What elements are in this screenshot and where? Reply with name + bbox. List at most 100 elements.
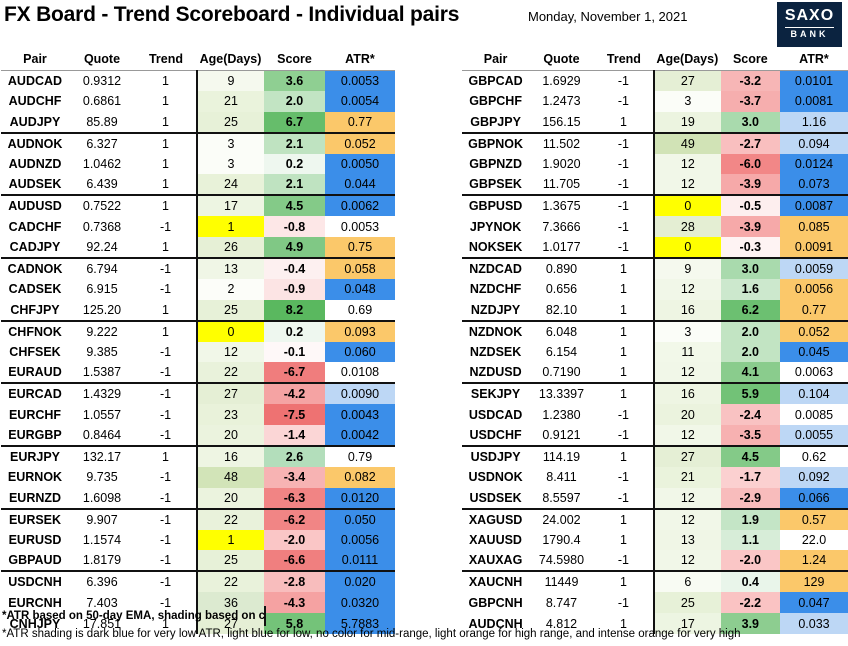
trend-cell: 1 xyxy=(593,382,655,405)
table-row: GBPNZD 1.9020 -1 12 -6.0 0.0124 xyxy=(462,153,848,175)
age-cell: 11 xyxy=(653,341,721,363)
trend-cell: -1 xyxy=(617,428,629,443)
trend-cell: -1 xyxy=(159,219,172,234)
age-cell: 3 xyxy=(653,319,721,342)
table-row: NZDNOK 6.048 1 3 2.0 0.052 xyxy=(462,319,848,342)
atr-cell: 0.047 xyxy=(779,592,848,614)
trend-cell: 1 xyxy=(593,570,655,593)
score-cell: -2.7 xyxy=(720,131,780,154)
trend-cell: -1 xyxy=(159,490,172,505)
header-quote: Quote xyxy=(69,48,135,71)
pair-cell: GBPCAD xyxy=(468,73,523,88)
quote-cell: 1.1574 xyxy=(82,533,122,548)
age-cell: 48 xyxy=(196,466,264,488)
score-cell: -0.1 xyxy=(264,341,325,363)
quote-cell: 74.5980 xyxy=(538,553,585,568)
table-row: USDNOK 8.411 -1 21 -1.7 0.092 xyxy=(462,466,848,488)
atr-cell: 0.052 xyxy=(325,131,395,154)
pair-cell: EURAUD xyxy=(8,365,62,380)
pair-cell: GBPNZD xyxy=(469,157,522,171)
table-row: EURNZD 1.6098 -1 20 -6.3 0.0120 xyxy=(1,487,395,509)
quote-cell: 0.7368 xyxy=(82,219,122,234)
age-cell: 12 xyxy=(653,487,721,509)
quote-cell: 1.0557 xyxy=(82,407,122,422)
table-row: EURCAD 1.4329 -1 27 -4.2 0.0090 xyxy=(1,382,395,405)
age-cell: 13 xyxy=(196,257,264,279)
quote-cell: 0.7522 xyxy=(69,194,135,217)
atr-cell: 1.16 xyxy=(779,111,848,133)
table-row: GBPSEK 11.705 -1 12 -3.9 0.073 xyxy=(462,174,848,196)
quote-cell: 8.5597 xyxy=(542,490,581,505)
quote-cell: 0.6861 xyxy=(82,94,122,109)
atr-cell: 0.0120 xyxy=(325,487,395,509)
table-row: CHFSEK 9.385 -1 12 -0.1 0.060 xyxy=(1,341,395,363)
atr-cell: 0.0056 xyxy=(779,278,848,300)
atr-cell: 0.0087 xyxy=(779,194,848,217)
atr-cell: 0.0081 xyxy=(779,90,848,112)
quote-cell: 125.20 xyxy=(82,302,122,317)
age-cell: 49 xyxy=(653,131,721,154)
age-cell: 6 xyxy=(653,570,721,593)
pair-cell: NOKSEK xyxy=(468,240,523,255)
pair-cell: USDJPY xyxy=(462,445,530,467)
age-cell: 0 xyxy=(653,237,721,259)
atr-cell: 0.050 xyxy=(325,507,395,530)
trend-cell: -1 xyxy=(159,470,172,485)
age-cell: 20 xyxy=(196,425,264,447)
footnote-divider xyxy=(264,606,266,626)
trend-cell: -1 xyxy=(593,194,655,217)
score-cell: 4.9 xyxy=(264,237,325,259)
trend-cell: 1 xyxy=(162,240,169,255)
age-cell: 3 xyxy=(196,153,264,175)
table-row: AUDCNH 4.812 1 17 3.9 0.033 xyxy=(462,613,848,635)
quote-cell: 1.0462 xyxy=(82,157,122,171)
table-row: XAUUSD 1790.4 1 13 1.1 22.0 xyxy=(462,529,848,551)
score-cell: -4.2 xyxy=(264,382,325,405)
atr-cell: 0.045 xyxy=(779,341,848,363)
score-cell: 1.1 xyxy=(720,529,780,551)
trend-cell: 1 xyxy=(162,177,169,192)
table-row: XAGUSD 24.002 1 12 1.9 0.57 xyxy=(462,507,848,530)
footnote-atr-shading: *ATR shading is dark blue for very low A… xyxy=(2,628,741,640)
atr-cell: 0.0320 xyxy=(325,592,395,614)
atr-cell: 0.058 xyxy=(325,257,395,279)
score-cell: 6.7 xyxy=(264,111,325,133)
header-pair: Pair xyxy=(1,48,69,71)
trend-cell: 1 xyxy=(619,345,627,360)
score-cell: 2.0 xyxy=(720,341,780,363)
age-cell: 13 xyxy=(653,529,721,551)
pair-cell: SEKJPY xyxy=(462,382,530,405)
age-cell: 27 xyxy=(196,382,264,405)
trend-cell: -1 xyxy=(617,157,629,171)
trend-cell: -1 xyxy=(159,533,172,548)
atr-cell: 0.0108 xyxy=(325,362,395,384)
score-cell: 3.9 xyxy=(720,613,780,635)
header-score: Score xyxy=(720,48,780,71)
pair-cell: EURCHF xyxy=(8,407,62,422)
table-row: EURSEK 9.907 -1 22 -6.2 0.050 xyxy=(1,507,395,530)
score-cell: 5.9 xyxy=(720,382,780,405)
quote-cell: 82.10 xyxy=(545,302,578,317)
table-row: EURCNH 7.403 -1 36 -4.3 0.0320 xyxy=(1,592,395,614)
score-cell: 4.5 xyxy=(264,194,325,217)
quote-cell: 1.9020 xyxy=(542,157,581,171)
trend-cell: 1 xyxy=(162,114,169,129)
atr-cell: 0.044 xyxy=(325,174,395,196)
report-date: Monday, November 1, 2021 xyxy=(528,9,688,24)
pair-cell: XAUCNH xyxy=(462,570,530,593)
atr-cell: 0.0050 xyxy=(325,153,395,175)
quote-cell: 0.890 xyxy=(529,257,594,279)
table-row: AUDSEK 6.439 1 24 2.1 0.044 xyxy=(1,174,395,196)
atr-cell: 0.094 xyxy=(779,131,848,154)
age-cell: 1 xyxy=(196,216,264,238)
atr-cell: 0.69 xyxy=(325,299,395,321)
age-cell: 22 xyxy=(196,507,264,530)
quote-cell: 1790.4 xyxy=(542,533,581,548)
age-cell: 25 xyxy=(196,111,264,133)
atr-cell: 0.092 xyxy=(779,466,848,488)
score-cell: -7.5 xyxy=(264,404,325,426)
quote-cell: 6.154 xyxy=(545,345,578,360)
quote-cell: 0.7190 xyxy=(542,365,581,380)
atr-cell: 0.0063 xyxy=(779,362,848,384)
pair-cell: NZDCAD xyxy=(462,257,530,279)
